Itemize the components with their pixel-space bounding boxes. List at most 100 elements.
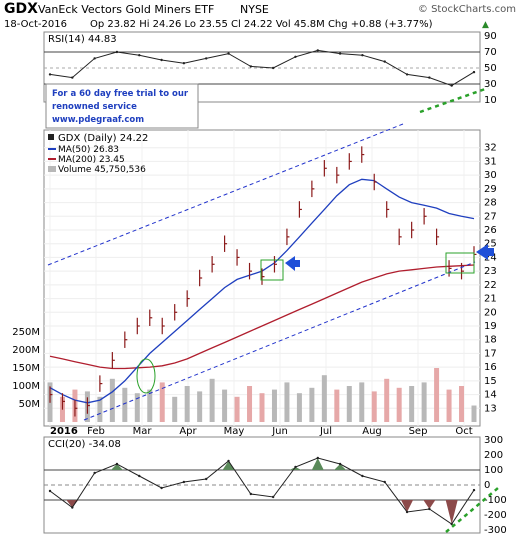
- rsi-point: [271, 66, 275, 70]
- rsi-point: [428, 76, 431, 79]
- volume-bar: [334, 389, 340, 422]
- quote-date: 18-Oct-2016: [4, 19, 67, 30]
- rsi-point: [71, 76, 74, 79]
- rsi-point: [472, 70, 476, 74]
- rsi-point: [338, 52, 342, 55]
- volume-tick-label: 100M: [12, 381, 40, 392]
- x-tick-label: Apr: [179, 426, 197, 437]
- lower-trend-line: [83, 261, 476, 421]
- volume-bar: [222, 389, 228, 422]
- cci-point: [450, 522, 453, 526]
- volume-bar: [134, 393, 140, 422]
- promo-box[interactable]: For a 60 day free trial to our renowned …: [45, 83, 199, 129]
- volume-tick-label: 150M: [12, 363, 40, 374]
- cci-point: [227, 459, 230, 463]
- price-bars: [49, 146, 477, 417]
- crossover-circle: [136, 358, 156, 394]
- rsi-tick-label: 10: [484, 95, 497, 106]
- x-tick-label: 2016: [50, 426, 78, 437]
- volume-bars: [47, 368, 477, 422]
- volume-bar: [271, 389, 277, 422]
- stockcharts-watermark: © StockCharts.com: [418, 4, 516, 15]
- x-tick-label: May: [224, 426, 245, 437]
- promo-link[interactable]: www.pdegraaf.com: [52, 115, 144, 125]
- price-tick-label: 25: [484, 239, 497, 250]
- promo-line-2: renowned service: [52, 102, 137, 112]
- volume-bar: [321, 375, 327, 422]
- rsi-point: [227, 52, 230, 55]
- cci-point: [472, 488, 476, 492]
- price-panel: [43, 129, 481, 427]
- rsi-point: [294, 55, 297, 58]
- cci-tick-label: -100: [484, 495, 507, 506]
- volume-legend: Volume 45,750,536: [58, 165, 146, 175]
- price-tick-label: 20: [484, 307, 497, 318]
- cci-positive-fill: [334, 464, 347, 470]
- x-tick-label: Jul: [319, 426, 332, 437]
- rsi-title: RSI(14) 44.83: [48, 34, 117, 45]
- volume-bar: [359, 382, 365, 422]
- ticker-symbol: GDX: [4, 1, 38, 17]
- cci-point: [271, 495, 275, 499]
- price-tick-label: 26: [484, 225, 497, 236]
- rsi-point: [405, 73, 409, 76]
- rsi-point: [160, 58, 163, 62]
- cci-tick-label: 100: [484, 465, 503, 476]
- support-box-june: [260, 259, 284, 281]
- october-arrow-icon: [476, 244, 494, 260]
- price-tick-label: 29: [484, 184, 497, 195]
- quote-summary: Op 23.82 Hi 24.26 Lo 23.55 Cl 24.22 Vol …: [90, 19, 433, 30]
- cci-point: [48, 489, 52, 493]
- rsi-tick-label: 50: [484, 63, 497, 74]
- rsi-point: [450, 84, 453, 87]
- june-arrow-icon: [285, 256, 300, 271]
- volume-bar: [209, 378, 215, 422]
- price-tick-label: 15: [484, 376, 497, 387]
- annotations: [47, 86, 499, 533]
- volume-bar: [446, 389, 452, 422]
- cci-title: CCI(20) -34.08: [48, 439, 121, 450]
- price-tick-label: 31: [484, 156, 497, 167]
- cci-point: [294, 465, 297, 469]
- promo-line-1: For a 60 day free trial to our: [52, 89, 189, 99]
- cci-point: [182, 480, 186, 484]
- exchange-label: NYSE: [240, 3, 269, 16]
- x-tick-label: Sep: [409, 426, 428, 437]
- cci-negative-fill: [401, 500, 414, 512]
- volume-bar: [296, 393, 302, 422]
- cci-point: [383, 480, 386, 484]
- volume-bar: [147, 389, 153, 422]
- volume-tick-label: 50M: [19, 399, 40, 410]
- price-tick-label: 27: [484, 211, 497, 222]
- cci-point: [361, 474, 364, 478]
- ma50-legend: MA(50) 26.83: [58, 145, 119, 155]
- cci-positive-fill: [110, 464, 123, 470]
- price-tick-label: 21: [484, 294, 497, 305]
- cci-point: [71, 506, 74, 509]
- cci-point: [115, 462, 119, 466]
- rsi-line: [49, 49, 475, 87]
- volume-legend-swatch: [48, 166, 56, 172]
- volume-bar: [421, 382, 427, 422]
- rsi-point: [316, 49, 319, 52]
- upper-trend-line: [47, 123, 404, 266]
- fund-name: VanEck Vectors Gold Miners ETF: [38, 3, 214, 16]
- cci-line: [49, 457, 475, 525]
- up-arrow-icon: ▲: [482, 20, 489, 30]
- volume-tick-label: 200M: [12, 345, 40, 356]
- cci-point: [316, 456, 319, 460]
- volume-bar: [247, 386, 253, 422]
- volume-bar: [284, 382, 290, 422]
- volume-bar: [97, 396, 103, 422]
- rsi-point: [48, 73, 52, 76]
- price-tick-label: 18: [484, 335, 497, 346]
- price-tick-label: 19: [484, 321, 497, 332]
- ma200-series: [49, 264, 475, 370]
- x-tick-label: Mar: [133, 426, 153, 437]
- cci-negative-fill: [423, 500, 436, 509]
- volume-bar: [109, 378, 115, 422]
- price-tick-label: 14: [484, 390, 497, 401]
- rsi-point: [249, 65, 253, 68]
- rsi-point: [205, 57, 208, 60]
